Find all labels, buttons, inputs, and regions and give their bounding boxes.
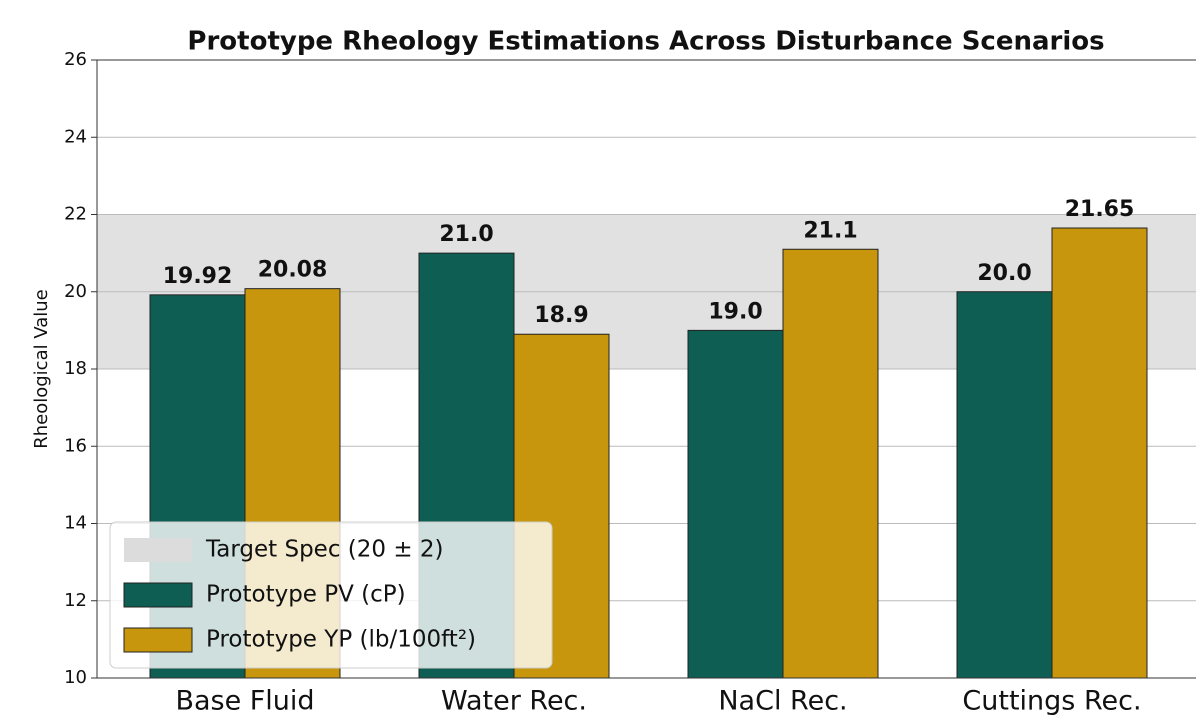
y-tick-label: 20 [64, 281, 87, 302]
y-tick-label: 10 [64, 667, 87, 688]
y-tick-label: 14 [64, 513, 87, 534]
legend-swatch [123, 582, 193, 608]
legend-label: Target Spec (20 ± 2) [205, 537, 444, 563]
legend-swatch [123, 627, 193, 653]
bar [1051, 227, 1148, 679]
value-label: 19.92 [163, 264, 233, 289]
value-label: 19.0 [708, 299, 762, 324]
value-label: 21.0 [439, 222, 493, 247]
y-axis-label: Rheological Value [31, 289, 52, 449]
legend-box [109, 521, 553, 669]
legend-label: Prototype PV (cP) [206, 582, 406, 608]
value-label: 20.0 [977, 261, 1031, 286]
bar [956, 291, 1053, 679]
y-tick-label: 18 [64, 358, 87, 379]
legend: Target Spec (20 ± 2) Prototype PV (cP) Pro… [109, 521, 553, 669]
chart-title: Prototype Rheology Estimations Across Di… [187, 27, 1104, 57]
legend-swatch [124, 538, 192, 562]
value-label: 18.9 [534, 303, 588, 328]
y-tick-label: 24 [64, 126, 87, 147]
x-tick-label: Water Rec. [441, 686, 587, 717]
value-label: 21.1 [803, 218, 857, 243]
legend-label: Prototype YP (lb/100ft²) [206, 627, 476, 653]
x-tick-label: Base Fluid [175, 686, 314, 717]
y-tick-label: 26 [64, 49, 87, 70]
bar [687, 329, 784, 679]
bar [782, 248, 879, 679]
y-tick-label: 12 [64, 590, 87, 611]
y-tick-label: 22 [64, 204, 87, 225]
value-label: 20.08 [258, 258, 328, 283]
y-tick-label: 16 [64, 435, 87, 456]
value-label: 21.65 [1065, 197, 1135, 222]
x-tick-label: Cuttings Rec. [962, 686, 1141, 717]
x-tick-label: NaCl Rec. [718, 686, 847, 717]
